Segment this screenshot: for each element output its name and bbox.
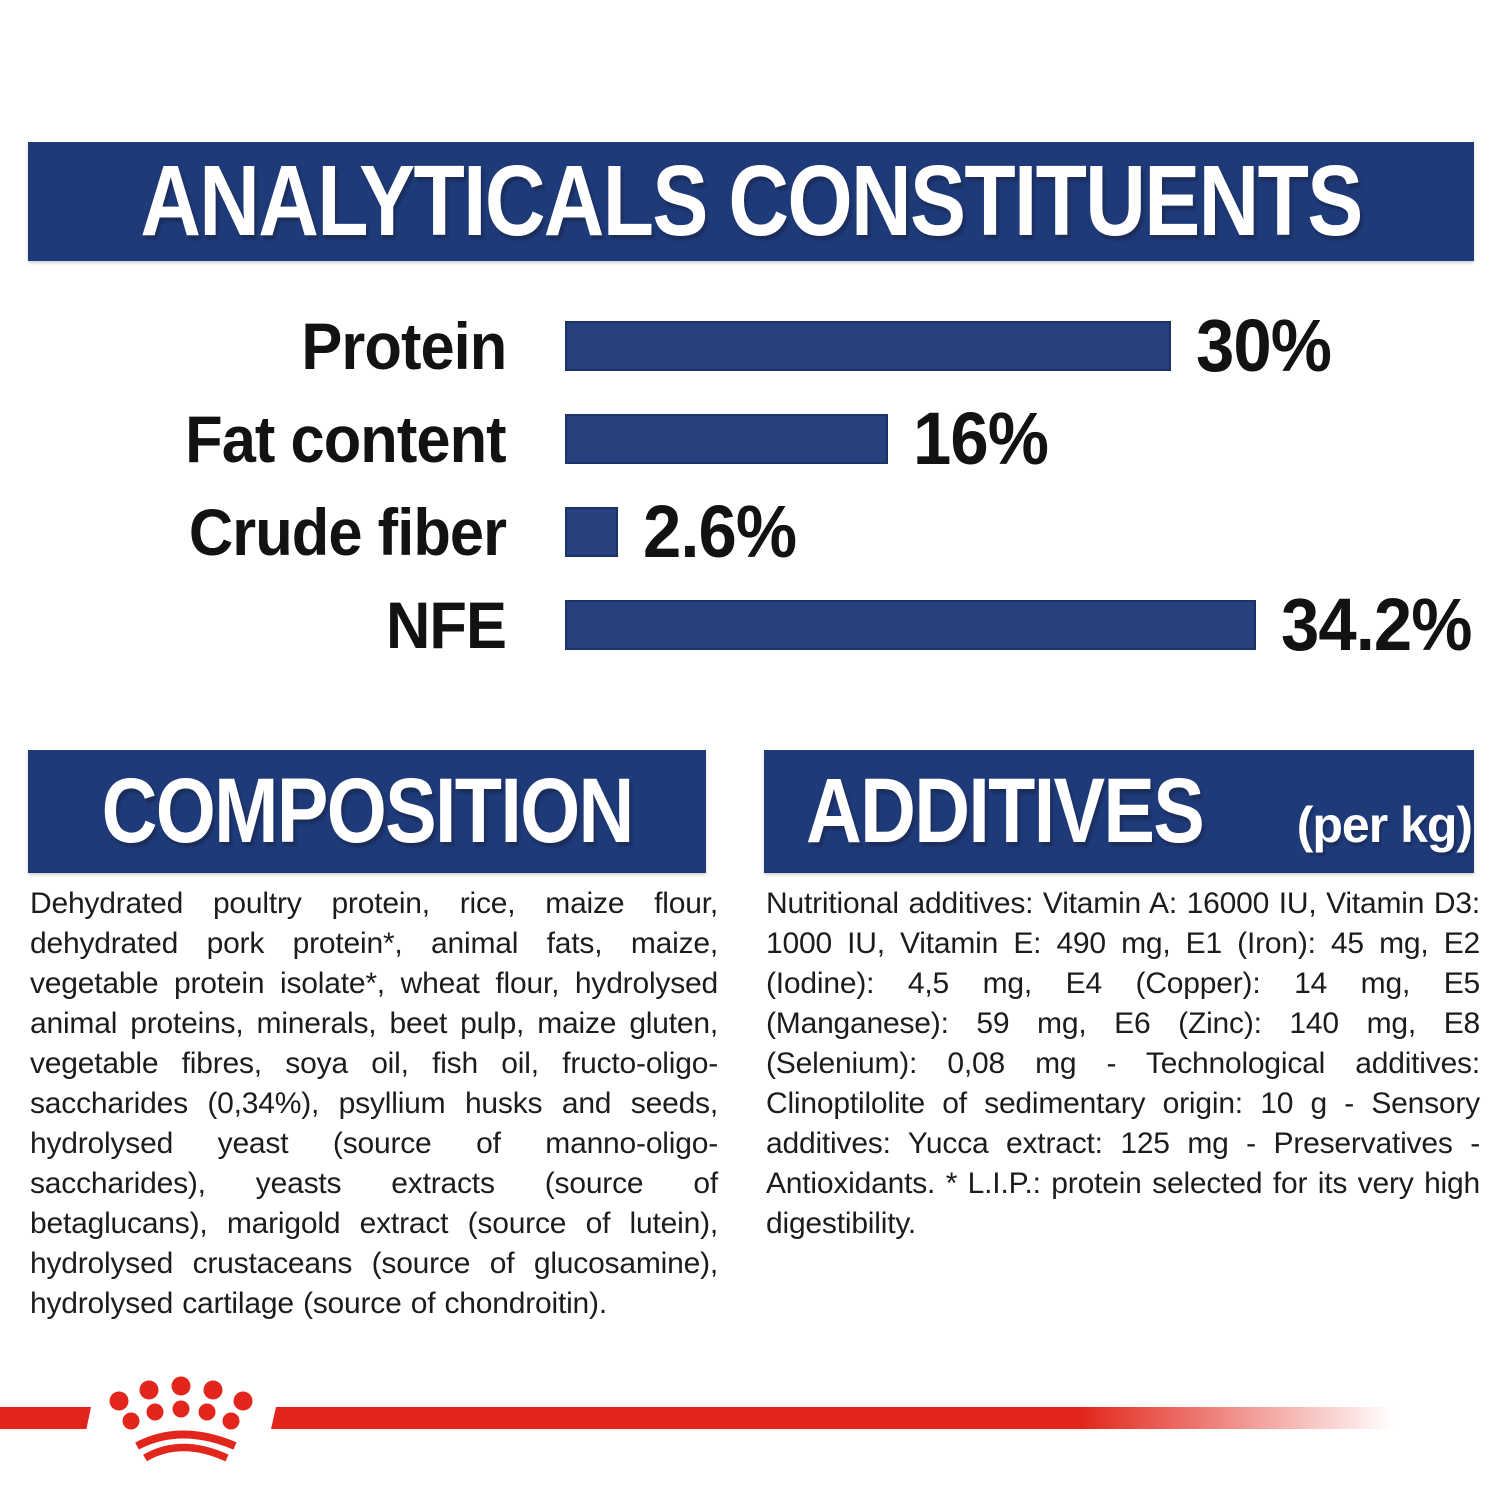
chart-row: Crude fiber 2.6% <box>0 490 1500 573</box>
additives-text: Nutritional additives: Vitamin A: 16000 … <box>766 887 1480 1240</box>
bar-label: Fat content <box>185 402 506 476</box>
analyticals-banner: ANALYTICALS CONSTITUENTS <box>28 142 1474 261</box>
bar <box>565 414 888 464</box>
bar-chart: Protein 30% Fat content 16% Crude fiber 2.6% N… <box>0 304 1500 693</box>
bar-value: 2.6% <box>643 490 797 573</box>
bar-value: 30% <box>1196 304 1332 387</box>
additives-per-kg-label: (per kg) <box>1296 797 1473 853</box>
brand-rule-right <box>271 1407 1395 1429</box>
chart-row: NFE 34.2% <box>0 583 1500 666</box>
bar-label: NFE <box>386 588 507 662</box>
analyticals-title: ANALYTICALS CONSTITUENTS <box>140 145 1363 257</box>
bar <box>565 600 1256 650</box>
chart-row: Fat content 16% <box>0 397 1500 480</box>
bar <box>565 321 1171 371</box>
brand-rule-left <box>0 1407 91 1429</box>
additives-banner: ADDITIVES (per kg) <box>764 750 1474 873</box>
bar-value: 16% <box>913 397 1049 480</box>
bar-value: 34.2% <box>1281 583 1472 666</box>
chart-row: Protein 30% <box>0 304 1500 387</box>
composition-title: COMPOSITION <box>101 760 634 862</box>
composition-text: Dehydrated poultry protein, rice, maize … <box>30 887 718 1320</box>
additives-title: ADDITIVES <box>806 760 1205 862</box>
bar <box>565 507 618 557</box>
royal-canin-crown-icon <box>109 1376 253 1462</box>
bar-label: Protein <box>301 309 507 383</box>
bar-label: Crude fiber <box>188 495 507 569</box>
composition-banner: COMPOSITION <box>28 750 706 873</box>
